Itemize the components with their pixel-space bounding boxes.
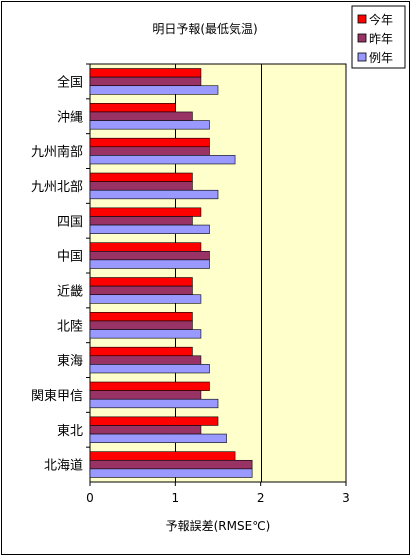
bar: [89, 172, 193, 182]
category-label: 九州北部: [31, 180, 83, 195]
bar: [89, 320, 193, 330]
bar: [89, 277, 193, 287]
x-ticks: 0 1 2 3: [86, 482, 350, 505]
bar: [89, 433, 227, 443]
x-tick-label: 3: [342, 491, 350, 505]
category-label: 九州南部: [31, 144, 83, 160]
bar: [89, 85, 219, 95]
bar: [89, 68, 202, 78]
bar: [89, 459, 253, 470]
chart-title: 明日予報(最低気温): [152, 21, 257, 36]
bar: [89, 76, 202, 87]
bar: [89, 120, 210, 130]
bar: [89, 181, 193, 191]
bar: [89, 189, 219, 200]
bar: [89, 103, 176, 113]
legend-label: 例年: [369, 51, 393, 65]
category-label: 東北: [57, 423, 83, 439]
bar: [89, 294, 202, 304]
bar: [89, 381, 210, 391]
bar: [89, 146, 210, 156]
category-label: 東海: [57, 353, 83, 369]
category-label: 四国: [57, 215, 83, 230]
category-label: 沖縄: [57, 110, 83, 125]
category-label: 北海道: [44, 459, 83, 474]
bar: [89, 242, 202, 252]
category-label: 関東甲信: [31, 388, 83, 404]
legend-swatch: [357, 14, 367, 24]
bar: [89, 259, 210, 269]
bar: [89, 468, 253, 478]
grid-lines: [175, 64, 262, 482]
legend-label: 昨年: [369, 32, 393, 46]
bar: [89, 416, 219, 426]
bar: [89, 111, 193, 121]
x-tick-label: 0: [86, 491, 94, 505]
category-label: 中国: [57, 250, 83, 265]
legend-swatch: [357, 52, 367, 62]
bar: [89, 329, 202, 339]
bar: [89, 364, 210, 374]
legend-label: 今年: [369, 12, 393, 27]
bar: [89, 224, 210, 234]
category-label: 全国: [57, 74, 83, 90]
bar: [89, 285, 193, 296]
bar: [89, 312, 193, 322]
bar: [89, 250, 210, 261]
bars: [89, 68, 253, 478]
category-label: 北陸: [57, 318, 83, 334]
bar: [89, 398, 219, 409]
x-tick-label: 2: [257, 491, 265, 505]
bar: [89, 137, 210, 148]
category-label: 近畿: [57, 284, 83, 299]
bar: [89, 346, 193, 357]
legend-swatch: [357, 33, 367, 43]
bar: [89, 216, 193, 226]
bar: [89, 207, 202, 217]
bar: [89, 451, 236, 461]
bar: [89, 355, 202, 365]
x-tick-label: 1: [172, 491, 180, 505]
plot-area: [89, 63, 347, 483]
x-axis-title: 予報誤差(RMSE℃): [166, 518, 271, 533]
bar: [89, 390, 202, 400]
bar: [89, 425, 202, 435]
bar: [89, 155, 236, 165]
